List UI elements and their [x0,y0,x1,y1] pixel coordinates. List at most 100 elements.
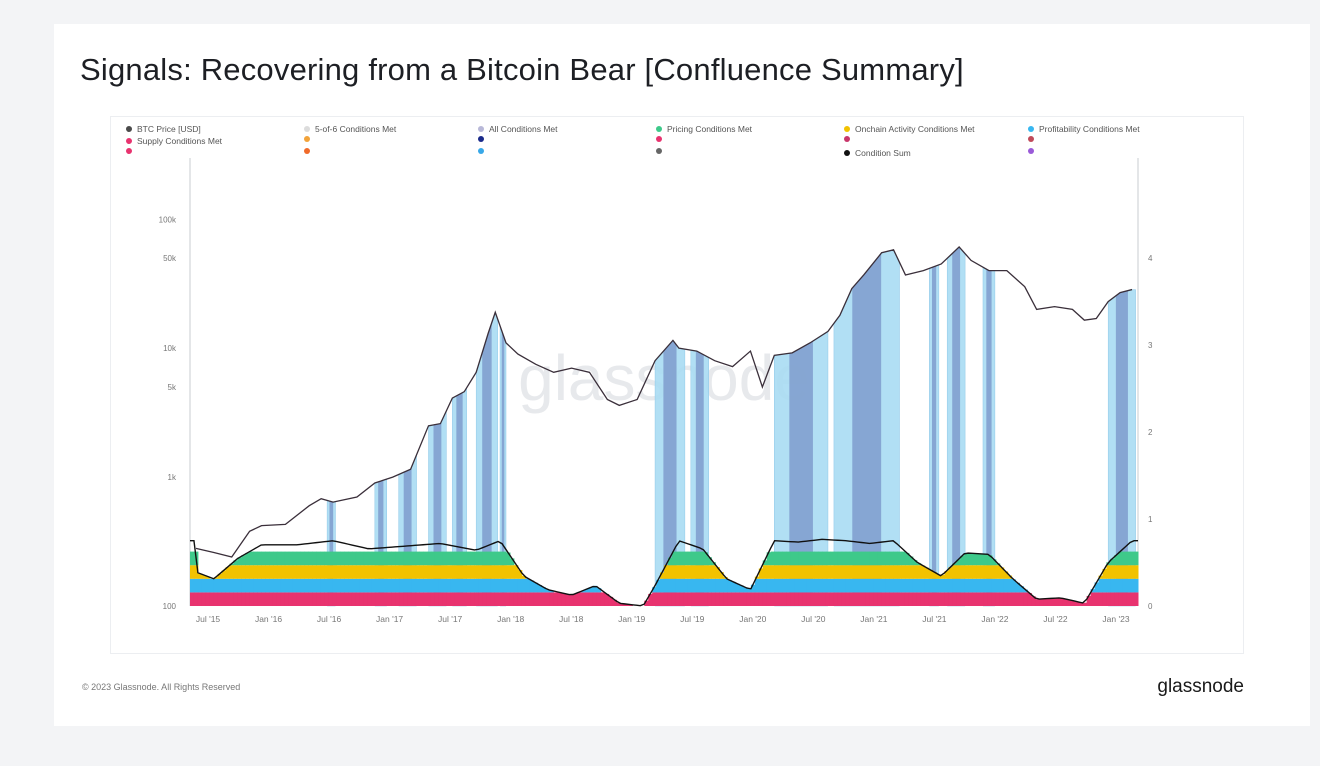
onchain-band [359,565,365,579]
pricing-band [814,551,819,566]
highlight-band-core [695,350,704,606]
supply-band [438,592,444,606]
pricing-band [1134,551,1139,566]
onchain-band [999,567,1005,579]
pricing-band [885,551,890,566]
supply-band [782,592,787,606]
supply-band [746,592,752,606]
legend-item[interactable]: 5-of-6 Conditions Met [304,124,396,134]
onchain-band [904,565,910,579]
legend-item[interactable]: Condition Sum [844,148,911,158]
supply-band [723,592,728,606]
profitability-band [419,578,424,593]
supply-band [703,592,708,606]
page-title: Signals: Recovering from a Bitcoin Bear … [80,52,964,87]
pricing-band [320,551,325,566]
supply-band [201,592,207,606]
legend-label: All Conditions Met [489,124,558,134]
supply-band [991,592,997,606]
onchain-band [411,565,416,579]
legend-item[interactable]: Onchain Activity Conditions Met [844,124,975,134]
legend-item[interactable] [656,148,667,154]
profitability-band [498,578,503,593]
legend-item[interactable] [844,136,855,142]
supply-band [912,592,918,606]
onchain-band [272,565,278,579]
legend-item[interactable]: Pricing Conditions Met [656,124,752,134]
pricing-band [446,551,452,566]
supply-band [249,592,254,606]
pricing-band [498,551,503,566]
legend-dot [478,148,484,154]
pricing-band [486,551,491,566]
pricing-band [292,551,298,566]
profitability-band [525,578,531,593]
x-tick-label: Jul '19 [680,614,705,624]
supply-band [265,592,270,606]
pricing-band [825,551,831,566]
supply-band [762,592,768,606]
supply-band [537,592,543,606]
pricing-band [351,551,357,566]
onchain-band [1003,571,1009,579]
pricing-band [707,557,712,566]
pricing-band [766,552,772,566]
x-tick-label: Jul '17 [438,614,463,624]
supply-band [581,592,586,606]
supply-band [944,592,949,606]
legend-item[interactable] [478,136,489,142]
supply-band [217,592,223,606]
supply-band [458,592,464,606]
supply-band [687,592,693,606]
supply-band [1039,598,1044,606]
legend-item[interactable]: All Conditions Met [478,124,558,134]
onchain-band [276,565,282,579]
profitability-band [928,578,934,593]
supply-band [205,592,211,606]
onchain-band [711,565,716,579]
supply-band [1035,599,1040,606]
legend-item[interactable]: BTC Price [USD] [126,124,201,134]
supply-band [482,592,487,606]
onchain-band [901,565,906,579]
legend-item[interactable] [1028,148,1039,154]
y-right-tick-label: 1 [1148,515,1153,524]
onchain-band [956,565,961,579]
onchain-band [371,565,377,579]
supply-band [845,592,851,606]
supply-band [359,592,365,606]
profitability-band [351,578,357,593]
supply-band [430,592,436,606]
legend-item[interactable]: Supply Conditions Met [126,136,222,146]
profitability-band [300,578,306,593]
pricing-band [466,551,471,566]
supply-band [983,592,989,606]
profitability-band [940,578,945,593]
pricing-band [980,553,985,566]
pricing-band [845,551,851,566]
supply-band [675,592,681,606]
onchain-band [881,565,886,579]
onchain-band [379,565,385,579]
legend-item[interactable] [126,148,137,154]
onchain-band [841,565,847,579]
legend-item[interactable] [304,148,315,154]
legend-item[interactable] [1028,136,1039,142]
pricing-band [419,551,424,566]
profitability-band [446,578,452,593]
profitability-band [316,578,321,593]
profitability-band [762,578,768,593]
profitability-band [897,578,902,593]
legend-item[interactable]: Profitability Conditions Met [1028,124,1140,134]
pricing-band [450,551,456,566]
legend-dot [304,148,310,154]
onchain-band [407,565,412,579]
legend-item[interactable] [656,136,667,142]
condition-sum-line [190,538,1138,607]
legend-item[interactable] [304,136,315,142]
onchain-band [964,565,969,579]
profitability-band [1126,578,1131,593]
supply-band [585,592,590,606]
supply-band [1011,592,1017,606]
legend-item[interactable] [478,148,489,154]
